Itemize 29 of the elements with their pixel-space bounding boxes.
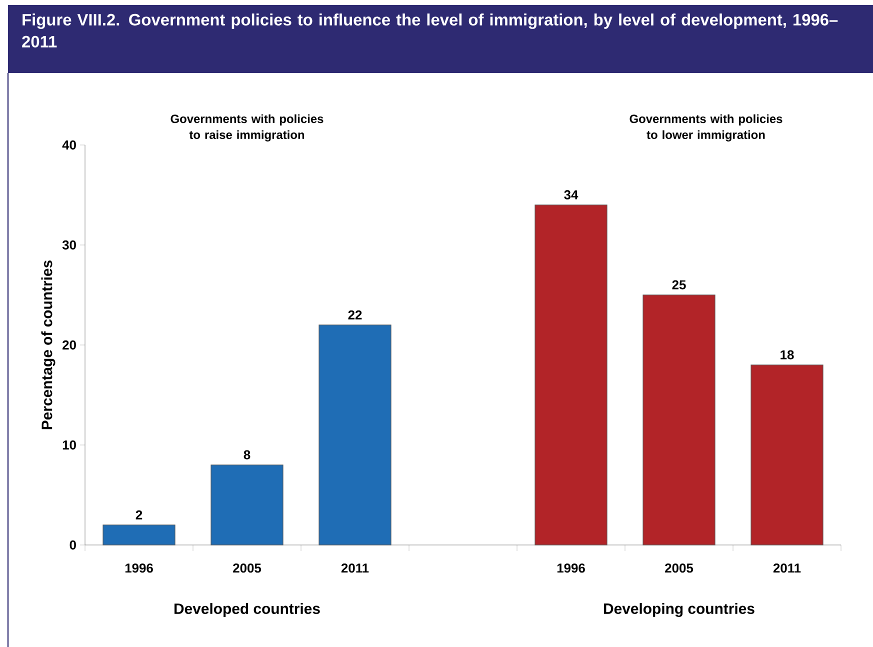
y-tick-label: 20 (62, 340, 76, 350)
bar (534, 204, 608, 546)
x-tick-label: 1996 (125, 564, 153, 573)
data-label: 2 (136, 510, 142, 520)
chart-title: Figure VIII.2. Government policies to influence the level of immigration, by level of development, 1996–2011 (22, 14, 838, 48)
data-label: 8 (244, 450, 250, 460)
bar (210, 464, 284, 546)
text: Governments with policies to lower immigration (630, 114, 782, 142)
text: Developing countries (604, 602, 754, 617)
y-tick-label: 30 (62, 240, 76, 250)
y-axis-title: Percentage of countries (41, 260, 56, 430)
y-tick-label: 10 (62, 440, 76, 450)
y-tick-label: 40 (62, 140, 76, 150)
bar (642, 294, 716, 546)
bar (750, 364, 824, 546)
bar (102, 524, 176, 546)
x-tick-label: 2005 (233, 564, 262, 573)
text: Developed countries (174, 603, 320, 617)
x-tick-label: 1996 (557, 564, 585, 573)
data-label: 34 (564, 190, 578, 200)
text: Governments with policies to raise immigration (170, 114, 324, 142)
data-label: 18 (780, 350, 794, 360)
x-tick-label: 2011 (773, 564, 801, 573)
y-tick-label: 0 (70, 540, 76, 550)
x-tick-label: 2011 (341, 564, 369, 573)
data-label: 25 (672, 280, 686, 290)
x-tick-label: 2005 (665, 564, 694, 573)
data-label: 22 (348, 310, 362, 320)
bar (318, 324, 392, 546)
